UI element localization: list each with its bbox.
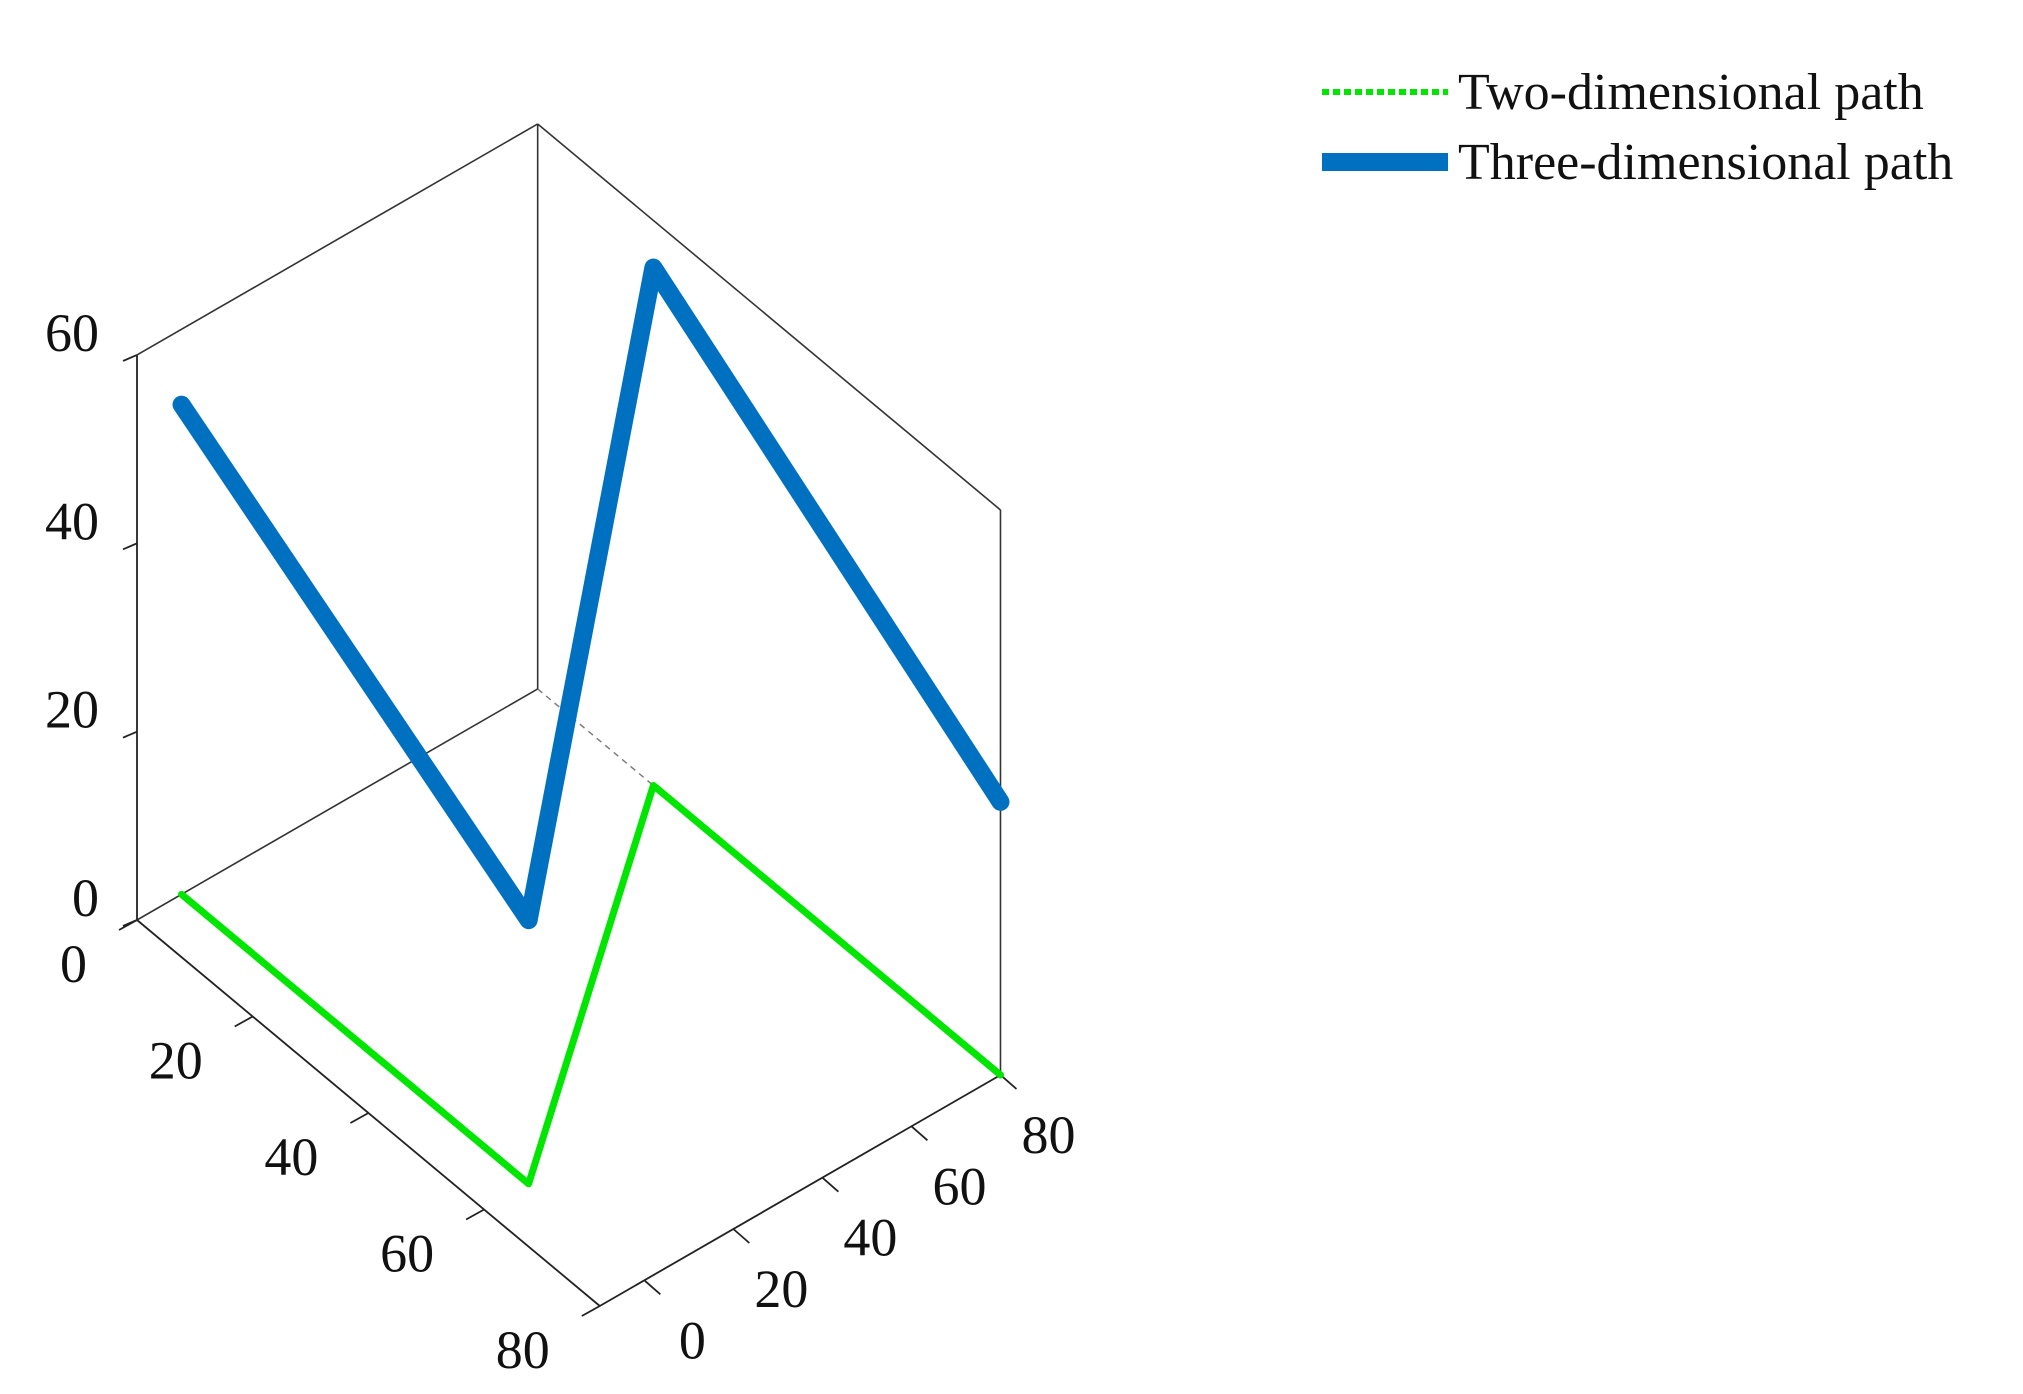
- x-tick-label: 20: [754, 1259, 808, 1319]
- z-tick-mark: [122, 730, 138, 739]
- floor-back-edge: [136, 688, 539, 921]
- x-axis-line: [599, 1074, 1001, 1307]
- y-tick-mark: [234, 1015, 254, 1028]
- y-tick-label: 60: [380, 1224, 434, 1284]
- top-back-edge: [136, 123, 539, 356]
- three-dimensional-path-line: [172, 258, 1010, 930]
- y-tick-label: 40: [264, 1127, 318, 1187]
- z-tick-label: 60: [45, 303, 99, 363]
- legend-label: Two-dimensional path: [1458, 64, 1924, 121]
- x-tick-mark: [910, 1125, 929, 1141]
- z-tick-label: 40: [45, 491, 99, 551]
- legend: Two-dimensional path Three-dimensional pa…: [1322, 64, 1953, 191]
- y-tick-label: 0: [60, 934, 87, 994]
- x-tick-label: 60: [932, 1156, 986, 1216]
- x-tick-label: 40: [843, 1208, 897, 1268]
- y-tick-mark: [581, 1305, 601, 1317]
- axes-ticks: 0 20 40 60 0 20 40 60 80 0 20 40 60 80: [45, 303, 1075, 1380]
- z-tick-label: 20: [45, 680, 99, 740]
- x-tick-mark: [999, 1074, 1018, 1090]
- x-tick-mark: [732, 1228, 750, 1244]
- top-right-edge: [537, 123, 1001, 511]
- z-tick-mark: [122, 542, 138, 551]
- y-tick-label: 20: [149, 1031, 203, 1091]
- two-dimensional-path-line: [178, 781, 1004, 1188]
- axes-box: [136, 123, 1002, 1307]
- x-tick-label: 80: [1021, 1105, 1075, 1165]
- legend-label: Three-dimensional path: [1458, 134, 1953, 191]
- x-tick-mark: [643, 1279, 661, 1296]
- y-tick-label: 80: [496, 1320, 550, 1380]
- y-tick-mark: [349, 1112, 369, 1124]
- z-tick-mark: [122, 354, 138, 362]
- x-tick-mark: [821, 1176, 839, 1193]
- z-tick-label: 0: [72, 868, 99, 928]
- y-tick-mark: [118, 919, 138, 931]
- y-tick-mark: [465, 1208, 485, 1221]
- plot-series: [172, 258, 1010, 1188]
- x-tick-label: 0: [679, 1310, 706, 1370]
